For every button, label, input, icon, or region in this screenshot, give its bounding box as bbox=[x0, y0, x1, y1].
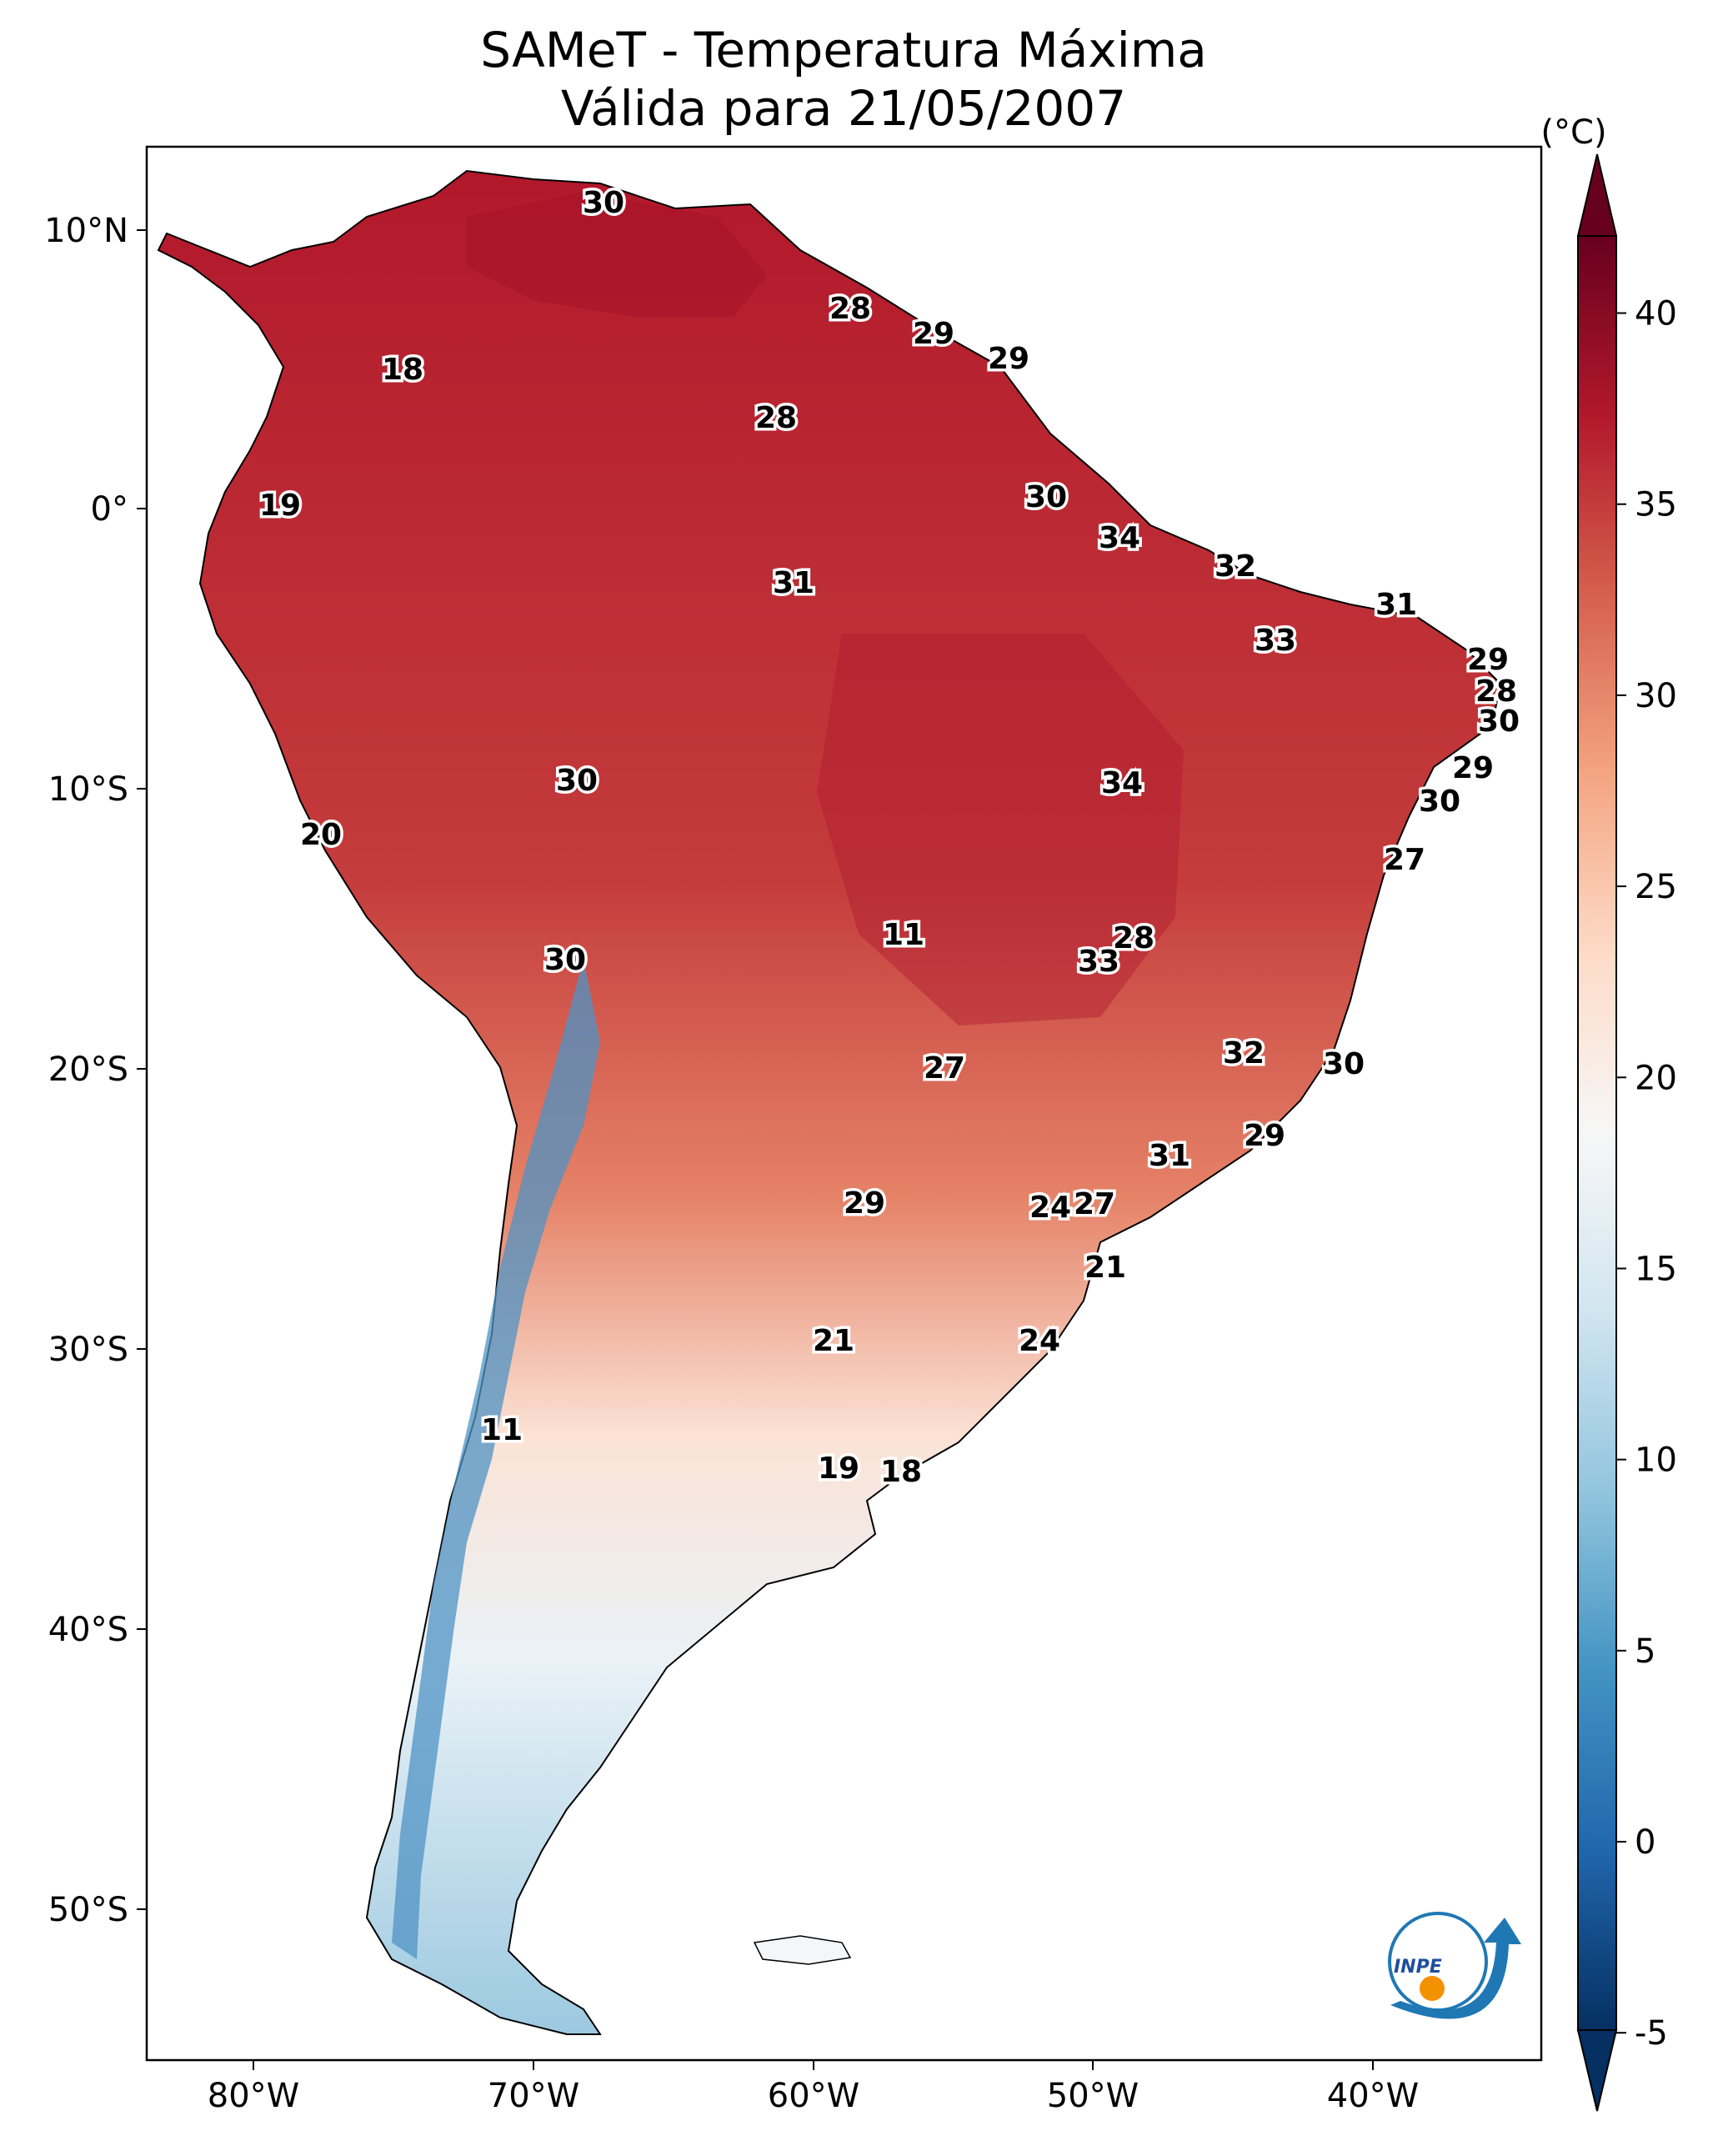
lat-tick-label: 50°S bbox=[48, 1891, 128, 1929]
station-value-label: 11 bbox=[481, 1413, 523, 1447]
colorbar-tick-label: 30 bbox=[1635, 677, 1677, 715]
colorbar-tick-label: 40 bbox=[1635, 295, 1677, 333]
station-value-label: 30 bbox=[1419, 785, 1460, 819]
logo-text: INPE bbox=[1394, 1957, 1442, 1978]
station-value-label: 27 bbox=[1074, 1187, 1115, 1221]
station-value-label: 30 bbox=[1025, 480, 1067, 514]
station-value-label: 29 bbox=[1452, 751, 1494, 785]
inpe-logo: INPE bbox=[1388, 1912, 1521, 2019]
colorbar-bottom-extension bbox=[1576, 2029, 1618, 2112]
lon-tick-label: 70°W bbox=[488, 2077, 579, 2115]
lat-tick-label: 10°N bbox=[44, 212, 128, 250]
lat-tick-label: 40°S bbox=[48, 1611, 128, 1649]
colorbar-top-extension bbox=[1576, 153, 1618, 237]
longitude-axis: 80°W 70°W 60°W 50°W 40°W bbox=[208, 2060, 1419, 2115]
station-value-label: 34 bbox=[1099, 521, 1140, 555]
station-value-label: 31 bbox=[1149, 1139, 1190, 1173]
map-frame bbox=[145, 145, 1543, 2062]
station-value-label: 32 bbox=[1215, 549, 1256, 584]
colorbar-tick-label: 20 bbox=[1635, 1059, 1677, 1097]
station-value-label: 30 bbox=[583, 186, 624, 220]
lat-tick-label: 20°S bbox=[48, 1050, 128, 1089]
continent-shape bbox=[157, 169, 1502, 2035]
station-value-label: 28 bbox=[1475, 674, 1517, 709]
station-value-label: 19 bbox=[818, 1452, 859, 1486]
station-value-label: 29 bbox=[913, 317, 954, 351]
colorbar-gradient bbox=[1577, 235, 1617, 2031]
lat-tick-label: 10°S bbox=[48, 770, 128, 809]
station-value-label: 19 bbox=[259, 489, 301, 523]
station-value-label: 32 bbox=[1223, 1036, 1265, 1070]
logo-orange-dot bbox=[1420, 1976, 1445, 2001]
station-value-label: 29 bbox=[1244, 1119, 1285, 1153]
station-value-label: 18 bbox=[382, 353, 423, 387]
map-title-line2: Válida para 21/05/2007 bbox=[561, 80, 1126, 137]
station-value-label: 27 bbox=[1384, 843, 1425, 877]
station-value-label: 31 bbox=[773, 566, 814, 600]
lon-tick-label: 80°W bbox=[208, 2077, 299, 2115]
logo-arrow-icon bbox=[1390, 1918, 1521, 2019]
lon-tick-label: 50°W bbox=[1047, 2077, 1139, 2115]
lon-tick-label: 40°W bbox=[1327, 2077, 1419, 2115]
lat-tick-label: 30°S bbox=[48, 1331, 128, 1369]
colorbar-tick-label: 35 bbox=[1635, 486, 1677, 524]
hot-interior-region bbox=[817, 634, 1184, 1025]
map-title-line1: SAMeT - Temperatura Máxima bbox=[480, 22, 1207, 78]
falkland-islands bbox=[753, 1935, 852, 1965]
station-value-label: 33 bbox=[1255, 624, 1296, 658]
station-value-label: 21 bbox=[813, 1324, 854, 1358]
colorbar: (°C) 40 35 30 25 20 15 10 5 0 -5 bbox=[1540, 113, 1677, 2112]
station-value-label: 21 bbox=[1084, 1251, 1126, 1285]
station-value-label: 24 bbox=[1019, 1324, 1060, 1358]
station-value-label: 33 bbox=[1078, 945, 1119, 979]
hot-core-region bbox=[467, 192, 767, 317]
station-value-label: 20 bbox=[300, 818, 342, 852]
station-value-label: 18 bbox=[880, 1455, 922, 1489]
latitude-axis: 10°N 0° 10°S 20°S 30°S 40°S 50°S bbox=[44, 212, 147, 1929]
colorbar-ticks: 40 35 30 25 20 15 10 5 0 -5 bbox=[1616, 295, 1677, 2053]
station-value-label: 30 bbox=[544, 943, 586, 977]
colorbar-tick-label: -5 bbox=[1635, 2014, 1668, 2053]
station-value-label: 24 bbox=[1029, 1191, 1071, 1225]
station-value-label: 28 bbox=[829, 292, 871, 326]
colorbar-tick-label: 5 bbox=[1635, 1632, 1655, 1671]
station-value-label: 30 bbox=[556, 764, 598, 798]
lat-tick-label: 0° bbox=[91, 490, 128, 529]
colorbar-tick-label: 15 bbox=[1635, 1250, 1677, 1288]
station-value-label: 30 bbox=[1478, 704, 1520, 739]
station-value-label: 28 bbox=[1113, 921, 1155, 955]
station-value-label: 31 bbox=[1375, 588, 1417, 622]
station-value-label: 34 bbox=[1101, 766, 1143, 800]
colorbar-tick-label: 10 bbox=[1635, 1442, 1677, 1480]
colorbar-tick-label: 25 bbox=[1635, 868, 1677, 906]
station-value-label: 28 bbox=[755, 401, 797, 435]
andes-cold-band bbox=[392, 959, 600, 1959]
station-value-label: 30 bbox=[1323, 1047, 1365, 1081]
station-value-label: 29 bbox=[1467, 643, 1509, 677]
colorbar-unit: (°C) bbox=[1540, 113, 1606, 152]
station-value-label: 27 bbox=[924, 1051, 965, 1086]
station-value-label: 29 bbox=[988, 342, 1029, 376]
colorbar-tick-label: 0 bbox=[1635, 1823, 1655, 1862]
station-value-label: 11 bbox=[883, 918, 924, 952]
station-value-label: 29 bbox=[844, 1186, 885, 1221]
lon-tick-label: 60°W bbox=[768, 2077, 859, 2115]
